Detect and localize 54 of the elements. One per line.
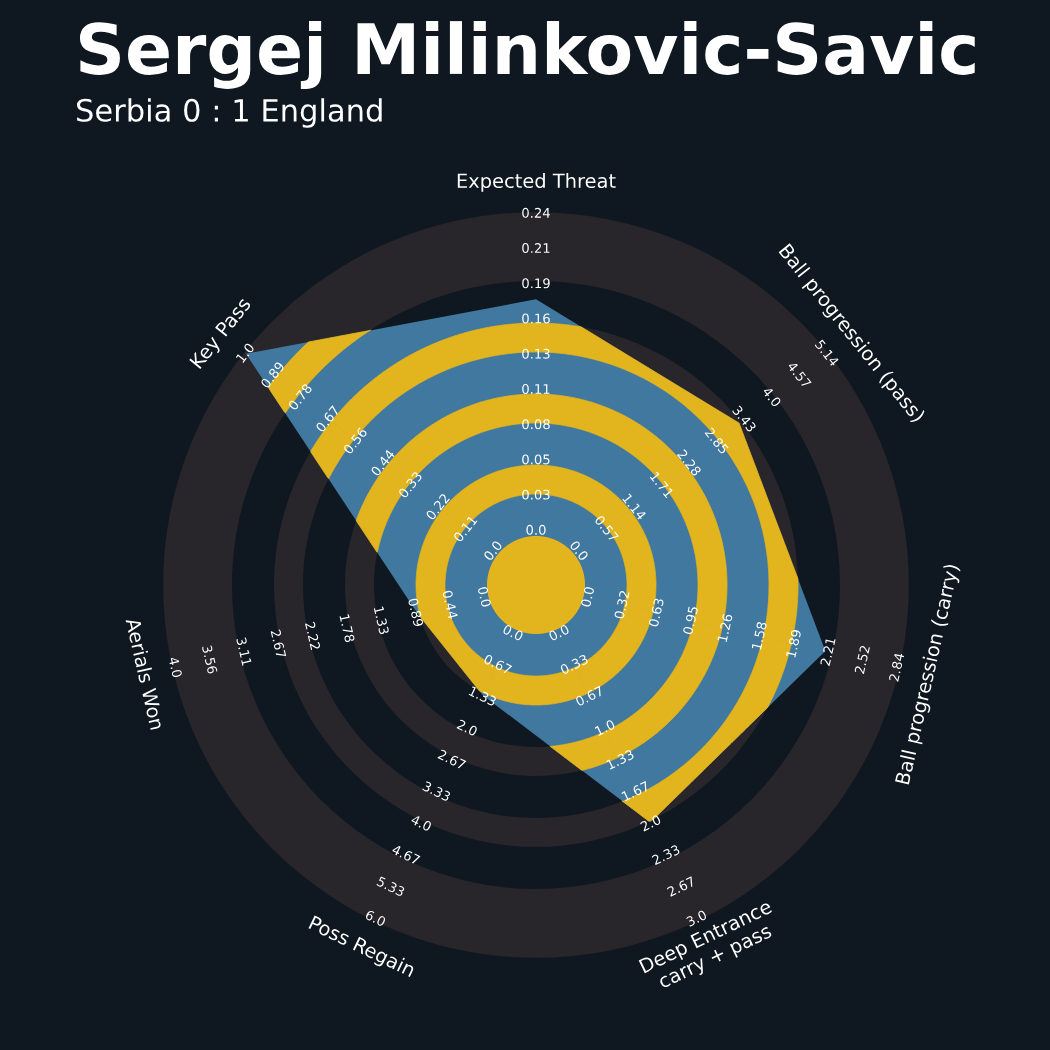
- text: 0.0: [502, 623, 524, 642]
- spoke-label: Expected Threat: [457, 173, 616, 192]
- text: 3.56: [201, 645, 218, 675]
- text: 1.89: [785, 629, 802, 658]
- text: 1.0: [594, 719, 616, 737]
- text: 1.33: [468, 685, 497, 707]
- text: 0.44: [442, 590, 459, 620]
- text: 4.0: [761, 386, 782, 408]
- text: 2.52: [854, 645, 871, 674]
- text: 0.0: [580, 586, 595, 608]
- text: 4.67: [391, 844, 421, 866]
- text: 0.11: [522, 383, 550, 394]
- text: 2.21: [819, 637, 836, 667]
- text: 2.67: [666, 876, 696, 897]
- text: 0.63: [648, 598, 665, 628]
- text: 3.33: [422, 780, 452, 802]
- text: 2.67: [270, 629, 287, 659]
- text: 0.67: [574, 685, 604, 707]
- text: 1.33: [373, 606, 390, 635]
- text: 6.0: [364, 909, 387, 927]
- text: 1.33: [605, 749, 635, 770]
- chart-title: Sergej Milinkovic-Savic: [79, 21, 975, 89]
- text: 2.84: [888, 652, 905, 682]
- text: 0.24: [522, 207, 550, 218]
- text: 2.0: [639, 814, 662, 832]
- text: 0.21: [522, 243, 550, 254]
- text: 0.05: [522, 454, 550, 465]
- text: 4.0: [168, 656, 183, 678]
- chart-subtitle: Serbia 0 : 1 England: [77, 98, 382, 128]
- text: 1.0: [235, 342, 255, 364]
- text: 0.0: [569, 539, 590, 562]
- text: 0.0: [477, 586, 492, 608]
- text: 0.32: [613, 590, 630, 620]
- text: 0.16: [522, 313, 550, 324]
- text: 5.33: [376, 876, 406, 897]
- text: 0.0: [548, 623, 570, 642]
- text: 4.0: [410, 814, 433, 832]
- text: 2.22: [305, 621, 321, 651]
- text: 0.19: [522, 278, 550, 289]
- text: 0.0: [482, 539, 503, 562]
- text: 2.67: [437, 749, 467, 770]
- text: 0.0: [526, 524, 546, 535]
- text: 0.95: [682, 605, 699, 635]
- text: 1.58: [751, 621, 768, 650]
- text: 0.67: [483, 653, 513, 675]
- text: 3.11: [236, 637, 252, 666]
- text: 0.89: [407, 597, 424, 627]
- text: 0.33: [559, 653, 589, 675]
- text: 2.33: [651, 844, 681, 866]
- text: 1.26: [717, 613, 733, 643]
- text: 1.67: [621, 780, 650, 802]
- text: 1.78: [339, 614, 356, 643]
- text: 2.0: [456, 719, 479, 737]
- spoke-label: Aerials Won: [125, 616, 166, 730]
